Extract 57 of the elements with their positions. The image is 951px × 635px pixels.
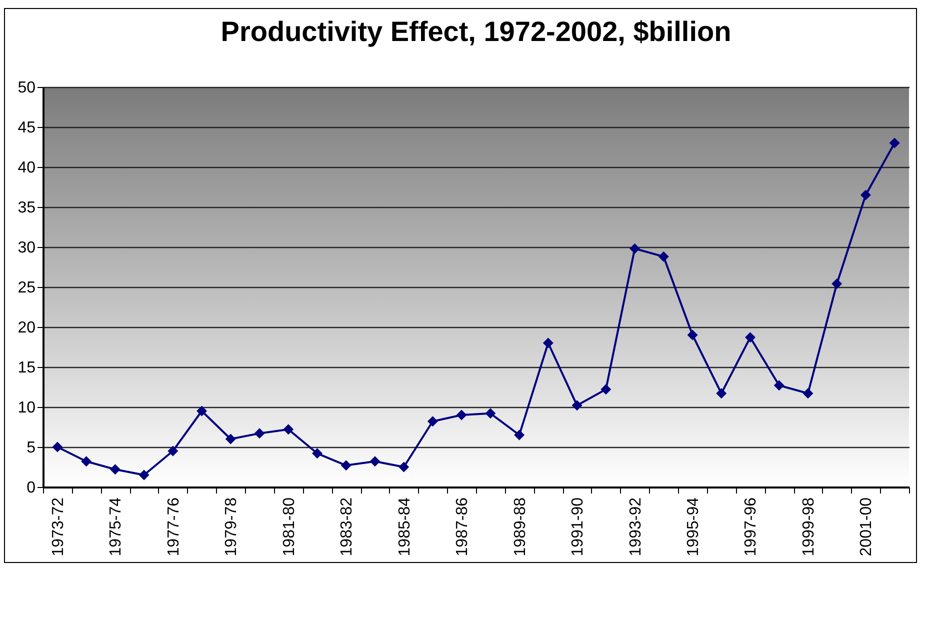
- point: [225, 434, 236, 444]
- point: [716, 388, 727, 399]
- point: [860, 190, 871, 200]
- x-tick-label: 2001-00: [858, 497, 876, 556]
- x-tick-label: 1975-74: [108, 497, 125, 556]
- x-tick-label: 1985-84: [396, 497, 414, 556]
- point: [774, 380, 784, 391]
- y-tick-label: 35: [18, 200, 36, 216]
- x-tick-label: 1995-94: [685, 497, 702, 556]
- x-tick-label: 1977-76: [165, 497, 182, 556]
- x-tick-label: 1973-72: [50, 497, 67, 556]
- point: [283, 424, 294, 435]
- y-tick-label: 0: [26, 480, 36, 496]
- x-tick-label: 1987-86: [454, 497, 472, 556]
- point: [687, 330, 698, 340]
- point: [427, 416, 438, 427]
- y-tick-label: 45: [18, 120, 36, 136]
- point: [744, 332, 756, 343]
- x-tick-label: 1991-90: [570, 497, 587, 556]
- point: [572, 400, 582, 411]
- x-tick-label: 1999-98: [800, 497, 818, 556]
- point: [168, 446, 178, 456]
- point: [600, 384, 612, 395]
- point: [138, 470, 150, 480]
- point: [196, 406, 208, 416]
- point: [889, 138, 900, 148]
- point: [52, 442, 63, 452]
- point: [254, 428, 265, 439]
- x-tick-label: 1989-88: [512, 497, 529, 556]
- chart-title: Productivity Effect, 1972-2002, $billion: [220, 16, 732, 47]
- y-tick-label: 25: [18, 280, 36, 296]
- point: [370, 456, 380, 467]
- x-tick-label: 1983-82: [338, 497, 356, 556]
- point: [630, 243, 640, 254]
- point: [542, 338, 554, 348]
- point: [832, 278, 842, 290]
- y-tick-label: 50: [18, 80, 36, 96]
- point: [81, 456, 92, 467]
- point: [514, 430, 525, 440]
- y-tick-label: 40: [18, 160, 36, 176]
- point: [110, 464, 120, 475]
- y-tick-label: 10: [18, 400, 36, 416]
- x-tick-label: 1981-80: [280, 497, 298, 556]
- y-tick-label: 20: [18, 320, 36, 336]
- point: [398, 462, 410, 472]
- point: [456, 410, 467, 420]
- x-tick-label: 1979-78: [223, 497, 240, 556]
- point: [658, 251, 669, 262]
- x-tick-label: 1997-96: [742, 497, 760, 556]
- point: [485, 408, 496, 419]
- x-tick-label: 1993-92: [627, 497, 644, 556]
- y-tick-label: 30: [18, 240, 36, 256]
- point: [312, 448, 322, 459]
- y-tick-label: 5: [26, 440, 36, 456]
- point: [340, 460, 352, 471]
- point: [802, 388, 814, 399]
- y-tick-label: 15: [18, 360, 36, 376]
